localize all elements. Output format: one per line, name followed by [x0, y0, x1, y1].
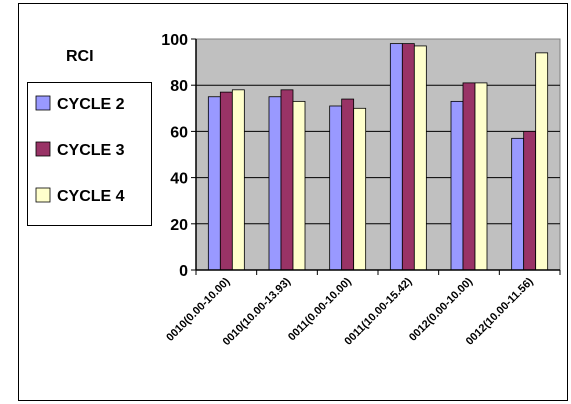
legend-swatch-cycle-2 — [35, 95, 51, 111]
legend-swatch-cycle-4 — [35, 187, 51, 203]
bar-cycle-2-4 — [450, 100, 464, 271]
y-tick-label: 40 — [170, 171, 188, 188]
y-tick-label: 80 — [170, 78, 188, 95]
bar-cycle-3-1 — [280, 89, 294, 271]
bar-cycle-3-5 — [523, 130, 537, 271]
y-tick-label: 0 — [179, 263, 188, 280]
bar-cycle-4-3 — [413, 45, 427, 271]
legend-label: CYCLE 2 — [57, 96, 125, 113]
bar-cycle-2-0 — [207, 96, 221, 271]
bar-cycle-2-5 — [511, 137, 525, 271]
bar-cycle-4-5 — [535, 52, 549, 271]
legend: CYCLE 2 CYCLE 3 CYCLE 4 — [27, 82, 152, 226]
bar-cycle-4-0 — [231, 89, 245, 271]
bar-cycle-2-3 — [389, 43, 403, 271]
bar-cycle-3-0 — [219, 91, 233, 271]
bar-cycle-2-2 — [329, 105, 343, 271]
plot-background — [195, 38, 561, 271]
bar-cycle-2-1 — [268, 96, 282, 271]
bar-cycle-4-4 — [474, 82, 488, 271]
bars — [207, 43, 549, 271]
gridlines — [196, 84, 560, 225]
bar-cycle-4-2 — [353, 107, 367, 271]
legend-swatch-cycle-3 — [35, 141, 51, 157]
y-ticks: 0 20 40 60 80 100 — [161, 32, 196, 280]
legend-label: CYCLE 4 — [57, 188, 125, 205]
legend-title: RCI — [66, 48, 94, 65]
legend-label: CYCLE 3 — [57, 142, 125, 159]
y-tick-label: 20 — [170, 217, 188, 234]
bar-cycle-3-3 — [401, 43, 415, 271]
bar-cycle-3-2 — [341, 98, 355, 271]
bar-cycle-3-4 — [462, 82, 476, 271]
y-tick-label: 60 — [170, 124, 188, 141]
y-tick-label: 100 — [161, 32, 188, 49]
bar-cycle-4-1 — [292, 100, 306, 271]
